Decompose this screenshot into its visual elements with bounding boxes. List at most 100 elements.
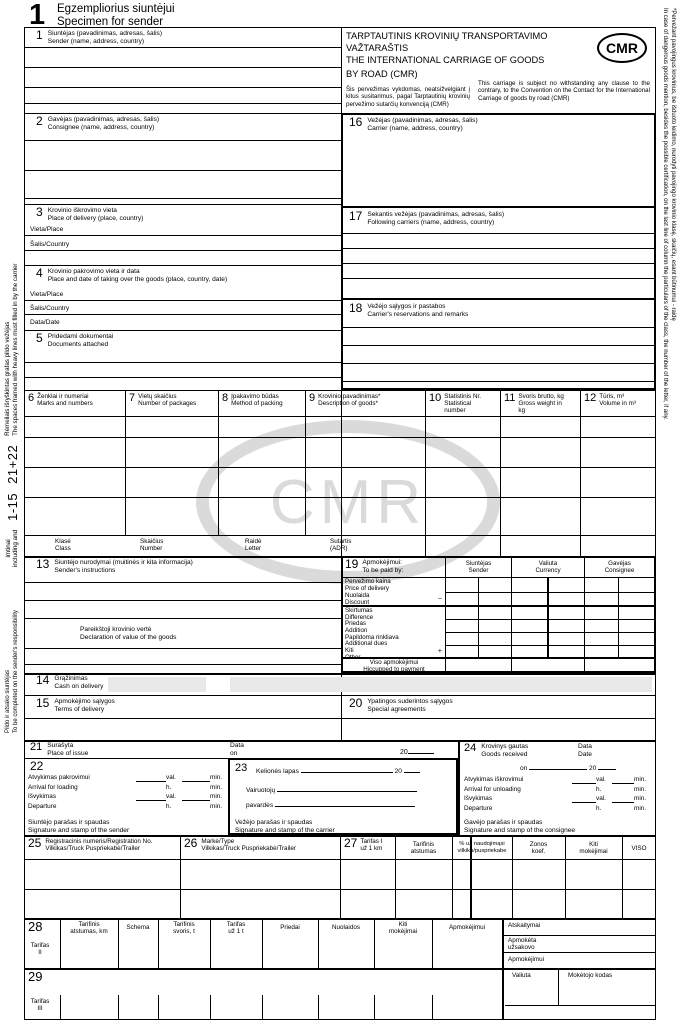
blank-line (182, 775, 210, 782)
charge-cell (618, 633, 654, 646)
title-lt-1: TARPTAUTINIS KROVINIŲ TRANSPORTAVIMO (346, 31, 548, 41)
box-21-date-lt: Data (230, 742, 244, 749)
col-divider (452, 835, 453, 918)
divider (24, 416, 656, 417)
charge-cell (618, 620, 654, 633)
divider (24, 556, 341, 558)
divider (24, 758, 458, 759)
box-19-charges: 19 Apmokėjimui: To be paid by: Siuntėjas Se… (341, 556, 656, 675)
box-21-place-of-issue: 21 Surašyta Place of issue (30, 741, 88, 757)
col-11-label: Svoris brutto, kg Gross weight in kg (518, 393, 568, 415)
col-8-en: Method of packing (231, 400, 283, 408)
col-8-label: Įpakavimo būdas Method of packing (231, 393, 282, 407)
col-divider (500, 390, 501, 556)
price-en: Price of delivery (345, 584, 390, 592)
write-line (24, 362, 341, 363)
box-14-number: 14 (36, 673, 50, 687)
box-23-waybill (228, 758, 458, 835)
sender-signature-en: Signature and stamp of the sender (28, 826, 130, 834)
adr-letter-lt: Raidė (245, 538, 262, 545)
box-18-reservations (341, 300, 656, 390)
unit-val: val. (166, 793, 176, 801)
spacer (612, 806, 634, 812)
unit-h: h. (596, 785, 602, 793)
col-divider (425, 390, 426, 556)
box-24-date-label: Data Date (578, 743, 592, 758)
col-divider (158, 918, 159, 968)
charges-col-consignee: Gavėjas Consignee (584, 558, 654, 578)
box-4-label-en: Place and date of taking over the goods … (47, 275, 228, 283)
currency-col-lt: Valiuta (538, 559, 558, 567)
adr-letter-en: Letter (245, 545, 262, 553)
blank-line (598, 763, 617, 770)
blank-line (407, 747, 434, 754)
col-divider (558, 968, 559, 1005)
unit-h: h. (166, 783, 172, 791)
box-3-label-lt: Krovinio iškrovimo vieta (47, 207, 117, 214)
charge-cell (584, 633, 618, 646)
col-divider (262, 918, 263, 968)
goods-col-9: 9 Krovinio pavadinimas* Description of go… (309, 392, 380, 407)
discount-lt: Nuolaida (345, 591, 370, 599)
box-24-on: on (520, 765, 528, 772)
divider (24, 390, 656, 391)
box-24-goods-received: 24 Krovinys gautas Goods received (464, 742, 528, 758)
box-19-head: 19 Apmokėjimui: To be paid by: (343, 558, 445, 578)
tariff-iii-1: Tarifas (30, 998, 50, 1005)
form-frame (24, 27, 656, 1020)
charge-cell (445, 620, 478, 633)
veh-col-usage: % už naudojimąsi vilkiku/puspriekabe (452, 841, 512, 855)
b28-col-other: Kiti mokėjimai (374, 921, 432, 935)
box-13-label-en: Sender's instructions (54, 566, 116, 574)
box-14-label-lt: Grąžinimas (54, 675, 88, 682)
title-en-2: BY ROAD (CMR) (346, 69, 418, 80)
col-12-lt: Tūris, m³ (599, 393, 625, 400)
unit-min: min. (634, 785, 647, 793)
charge-cell (584, 620, 618, 633)
box-17-following-carriers (341, 208, 656, 300)
box-17-head: 17 Sekantis vežėjas (pavadinimas, adresa… (349, 210, 504, 226)
divider (24, 330, 341, 331)
cmr-logo-text: CMR (606, 40, 638, 56)
consignee-col-lt: Gavėjas (608, 559, 631, 567)
veh-col-other-payments: Kiti mokėjimai (565, 841, 622, 855)
box-20-label: Ypatingos suderintos sąlygos Special agre… (367, 698, 452, 713)
consignee-col-label: Gavėjas Consignee (605, 559, 635, 575)
charge-cell (511, 607, 547, 620)
discount-sign: − (437, 596, 442, 604)
col-divider (218, 390, 219, 535)
col-12-label: Tūris, m³ Volume in m³ (599, 393, 636, 407)
write-line (24, 140, 341, 141)
divider (24, 204, 341, 205)
col-divider (340, 835, 341, 918)
col-11-en: Gross weight in kg (518, 400, 562, 415)
box-1-label-lt: Siuntėjas (pavadinimas, adresas, šalis) (47, 30, 163, 37)
divider (24, 265, 341, 266)
surnames-row: pavardės (246, 800, 415, 809)
charge-cell (511, 633, 547, 646)
charge-cell (478, 607, 511, 620)
left-margin-imtinai: imtinai (4, 539, 12, 558)
box-14-label-en: Cash on delivery (54, 682, 104, 690)
b28-col-tariff-per-t: Tarifas už 1 t (210, 921, 262, 935)
left-margin-small: imtinai including and (5, 530, 19, 567)
box-2-consignee: 2 Gavėjas (pavadinimas, adresas, šalis) C… (36, 115, 159, 131)
departure-unloading-row-en: Departure h. min. (464, 803, 650, 813)
b28-col-additions: Priedai (280, 924, 300, 931)
col-divider (395, 835, 396, 918)
consignee-signature: Gavėjo parašas ir spaudas Signature and … (464, 819, 575, 835)
box-25-l2: Vilkikas/Truck Puspriekabė/Trailer (45, 845, 140, 853)
col-6-label: Ženklai ir numeriai Marks and numbers (37, 393, 93, 407)
charge-cell (584, 578, 618, 593)
spacer (612, 787, 634, 793)
divider (502, 952, 656, 953)
write-line (24, 250, 341, 251)
b28-col-other-2: mokėjimai (388, 928, 418, 936)
cmr-watermark-text: CMR (269, 467, 427, 537)
title-lt-2: VAŽTARAŠTIS (346, 43, 409, 54)
write-line (343, 363, 654, 364)
copy-label-en: Specimen for sender (57, 16, 164, 29)
veh-col-zone-1: Zonos (529, 841, 548, 848)
write-line (24, 67, 341, 68)
charge-cell (478, 593, 511, 607)
